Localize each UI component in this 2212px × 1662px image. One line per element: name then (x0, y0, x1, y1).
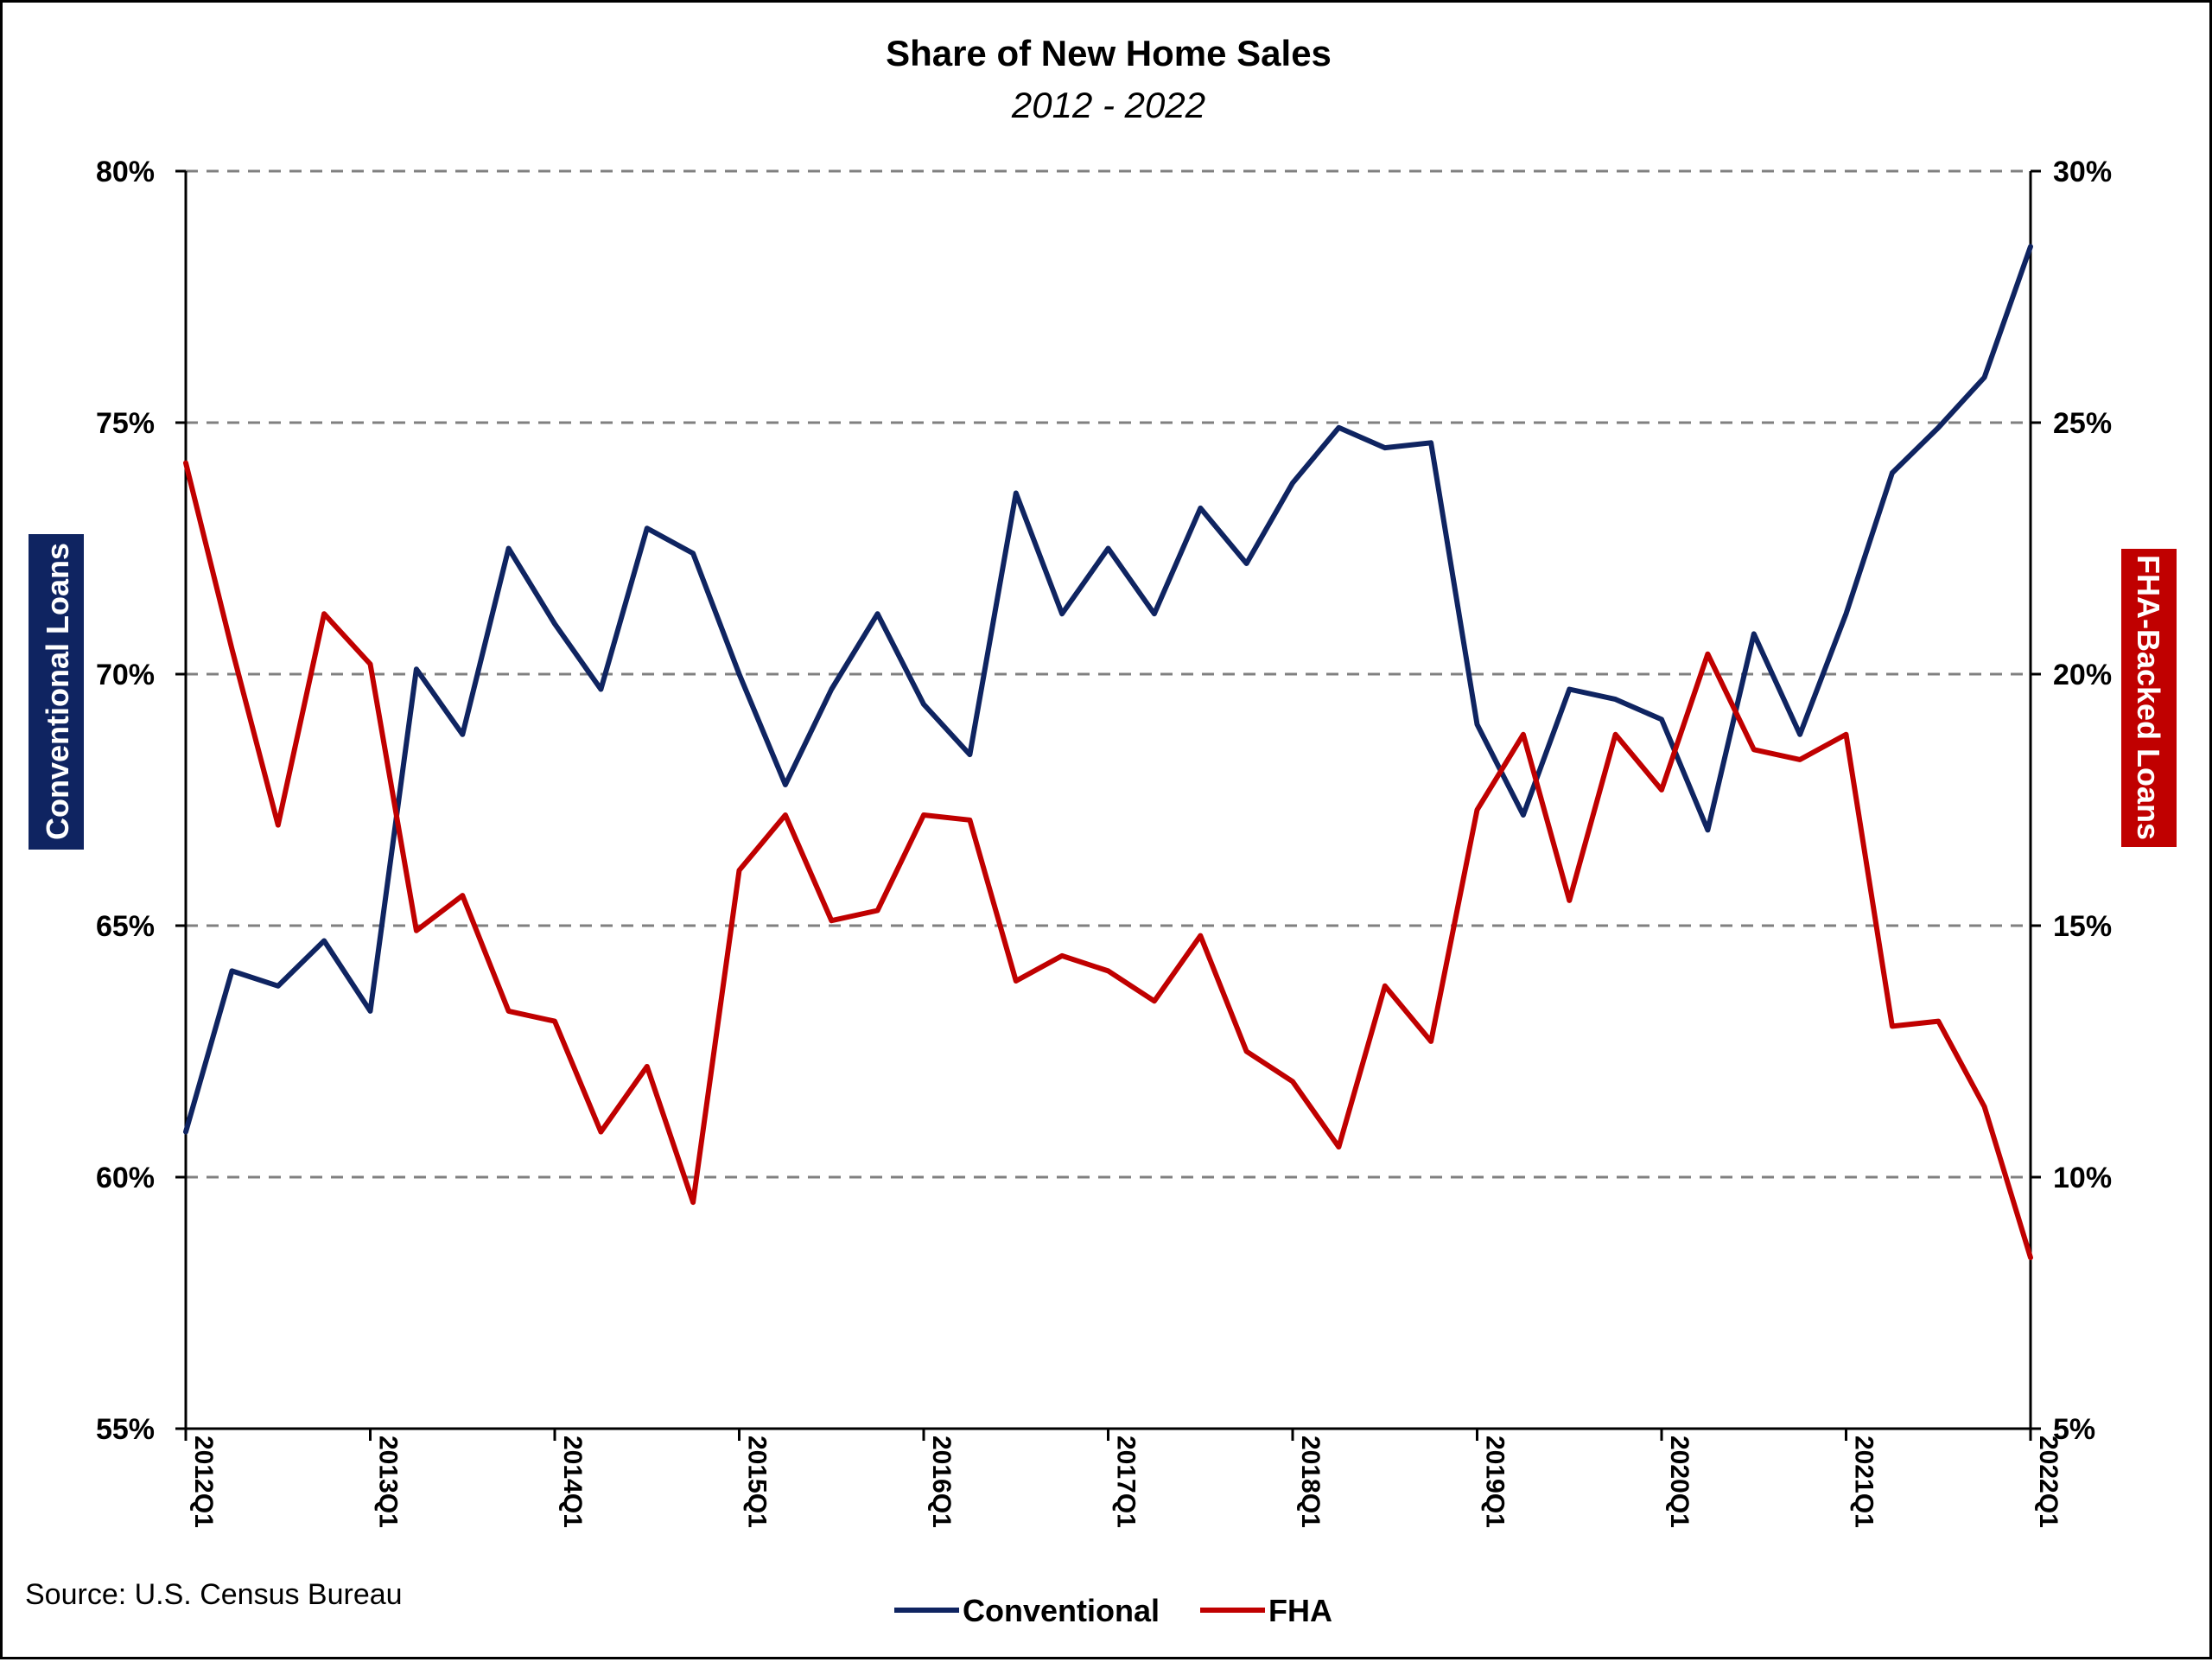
left-y-tick-label: 60% (96, 1162, 155, 1194)
series-line-fha (183, 460, 2033, 1261)
left-y-tick-label: 80% (96, 156, 155, 188)
right-y-tick-labels: 5% 10% 15% 20% 25% 30% (2053, 156, 2112, 1446)
right-axis-label-background (2121, 549, 2177, 847)
x-tick-label: 2019Q1 (1481, 1436, 1510, 1528)
right-y-tick-label: 5% (2053, 1413, 2095, 1446)
left-y-tick-label: 75% (96, 407, 155, 440)
right-y-tick-label: 20% (2053, 659, 2112, 691)
x-tick-label: 2012Q1 (189, 1436, 218, 1528)
x-tick-label: 2020Q1 (1665, 1436, 1694, 1528)
chart-svg: Share of New Home Sales 2012 - 2022 55% 6… (25, 33, 2177, 1628)
x-tick-label: 2015Q1 (743, 1436, 772, 1528)
x-tick-label: 2014Q1 (558, 1436, 587, 1528)
left-axis-label-background (29, 534, 84, 850)
right-axis-label-text: FHA-Backed Loans (2131, 555, 2166, 840)
chart-title: Share of New Home Sales (886, 33, 1332, 73)
right-axis-label: FHA-Backed Loans (2121, 549, 2177, 847)
right-y-tick-label: 10% (2053, 1162, 2112, 1194)
x-tick-label: 2017Q1 (1112, 1436, 1141, 1528)
legend: Conventional FHA (894, 1593, 1332, 1628)
x-tick-label: 2021Q1 (1850, 1436, 1878, 1528)
left-y-tick-label: 70% (96, 659, 155, 691)
x-tick-labels: 2012Q1 2013Q1 2014Q1 2015Q1 2016Q1 2017Q1 2018… (189, 1436, 2063, 1528)
x-tick-label: 2018Q1 (1296, 1436, 1325, 1528)
right-y-tick-label: 30% (2053, 156, 2112, 188)
chart-subtitle: 2012 - 2022 (1011, 85, 1205, 125)
x-tick-label: 2013Q1 (374, 1436, 403, 1528)
x-tick-label: 2016Q1 (927, 1436, 956, 1528)
left-y-tick-labels: 55% 60% 65% 70% 75% 80% (96, 156, 155, 1446)
source-note: Source: U.S. Census Bureau (25, 1578, 403, 1611)
axes (175, 169, 2041, 1441)
left-axis-label-text: Conventional Loans (40, 543, 75, 840)
legend-label-fha: FHA (1268, 1593, 1332, 1628)
legend-label-conventional: Conventional (963, 1593, 1160, 1628)
x-tick-label: 2022Q1 (2034, 1436, 2063, 1528)
series-lines (183, 244, 2033, 1261)
right-y-tick-label: 25% (2053, 407, 2112, 440)
gridlines (186, 169, 2031, 1179)
series-line-conventional (183, 244, 2033, 1135)
right-y-tick-label: 15% (2053, 910, 2112, 943)
left-y-tick-label: 65% (96, 910, 155, 943)
left-axis-label: Conventional Loans (29, 534, 84, 850)
left-y-tick-label: 55% (96, 1413, 155, 1446)
